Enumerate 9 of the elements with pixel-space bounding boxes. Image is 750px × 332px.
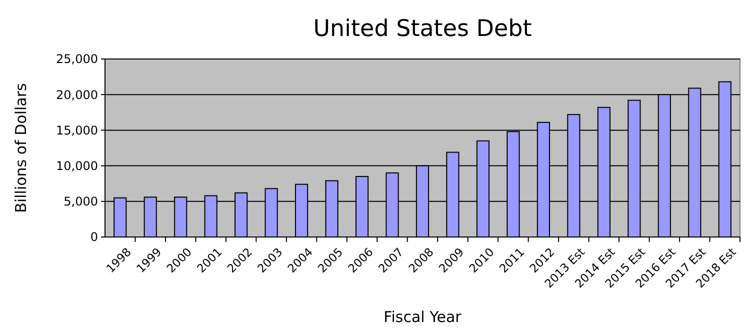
chart-title: United States Debt <box>313 16 532 42</box>
y-tick-label: 20,000 <box>56 88 98 102</box>
y-tick-label: 5,000 <box>64 194 98 209</box>
y-tick-label: 0 <box>90 230 98 244</box>
y-tick-label: 15,000 <box>56 123 98 138</box>
x-axis-title: Fiscal Year <box>384 308 462 326</box>
y-tick-label: 10,000 <box>56 159 98 173</box>
y-axis-title: Billions of Dollars <box>12 82 30 213</box>
y-tick-label: 25,000 <box>56 52 98 66</box>
